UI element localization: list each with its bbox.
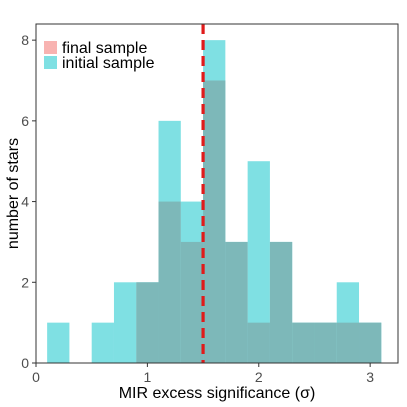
bar-final-sample <box>247 322 270 363</box>
x-axis-ticks: 0 1 2 3 <box>32 363 374 385</box>
bar-final-sample <box>136 282 159 363</box>
y-tick-label: 8 <box>21 32 29 48</box>
bar-initial-sample <box>91 322 114 363</box>
bar-final-sample <box>225 241 248 363</box>
bar-final-sample <box>158 201 181 363</box>
bar-final-sample <box>359 322 382 363</box>
bar-final-sample <box>203 80 226 363</box>
bar-initial-sample <box>247 161 270 363</box>
x-tick-label: 0 <box>32 369 40 385</box>
final-sample-bars <box>136 80 382 363</box>
legend-key-initial-sample <box>44 56 57 69</box>
x-tick-label: 3 <box>366 369 374 385</box>
y-tick-label: 6 <box>21 113 29 129</box>
legend-label-initial-sample: initial sample <box>62 55 155 72</box>
bar-final-sample <box>314 322 337 363</box>
y-tick-label: 4 <box>21 194 29 210</box>
legend-label-final-sample: final sample <box>62 40 147 57</box>
y-tick-label: 0 <box>21 355 29 371</box>
legend-key-final-sample <box>44 41 57 54</box>
bar-initial-sample <box>113 282 137 363</box>
bar-final-sample <box>180 241 204 363</box>
y-axis-ticks: 0 2 4 6 8 <box>21 32 36 371</box>
bar-final-sample <box>336 322 360 363</box>
y-axis-title: number of stars <box>5 138 22 249</box>
legend: final sample initial sample <box>44 40 155 72</box>
plot-panel-border <box>35 23 399 364</box>
bar-initial-sample <box>47 322 70 363</box>
bar-final-sample <box>292 322 315 363</box>
y-tick-label: 2 <box>21 274 29 290</box>
x-tick-label: 2 <box>255 369 263 385</box>
bar-final-sample <box>269 241 293 363</box>
x-axis-title: MIR excess significance (σ) <box>119 385 316 402</box>
x-tick-label: 1 <box>143 369 151 385</box>
